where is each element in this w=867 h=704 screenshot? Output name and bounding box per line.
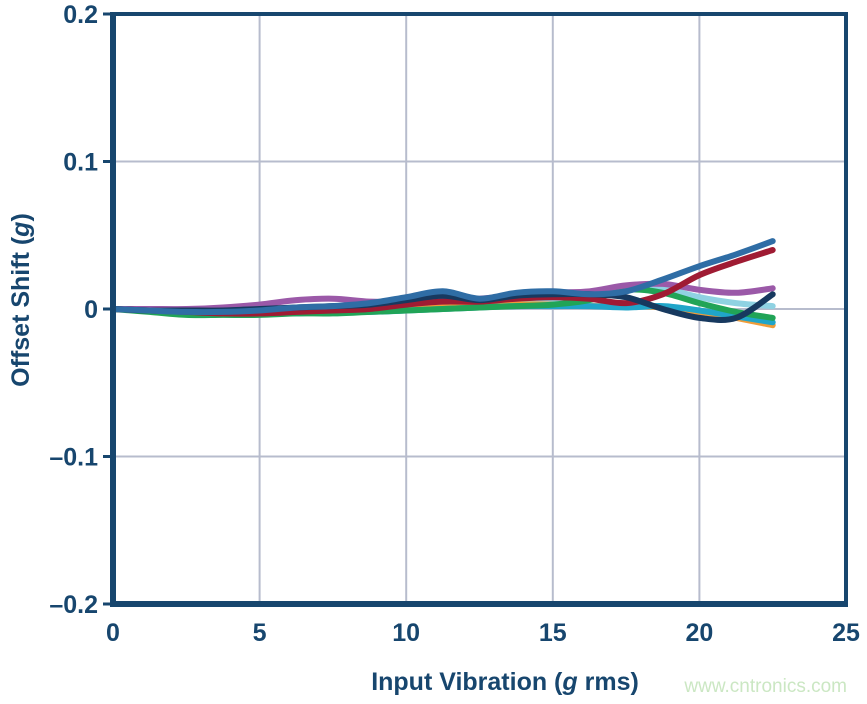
x-axis-title-italic-g: g (562, 668, 578, 696)
y-tick-label-0.2: 0.2 (63, 1, 98, 29)
x-tick-label-25: 25 (832, 619, 860, 647)
y-axis-title-close: ) (7, 213, 35, 222)
y-tick-label-–0.2: –0.2 (49, 591, 98, 619)
x-tick-label-5: 5 (253, 619, 267, 647)
x-axis-title-close: rms) (577, 668, 639, 696)
x-axis-title: Input Vibration (g rms) (371, 668, 639, 697)
series-line-unit-1-steel-blue (110, 238, 776, 316)
y-tick-label-–0.1: –0.1 (49, 444, 98, 472)
y-axis-title-text: Offset Shift ( (7, 236, 35, 387)
y-axis-title-italic-g: g (7, 221, 35, 237)
x-tick-label-0: 0 (106, 619, 120, 647)
x-tick-label-10: 10 (392, 619, 420, 647)
y-tick-label-0: 0 (84, 296, 98, 324)
watermark: www.cntronics.com (684, 676, 847, 697)
y-axis-title: Offset Shift (g) (7, 150, 37, 450)
x-axis-title-text: Input Vibration ( (371, 668, 563, 696)
x-tick-label-15: 15 (539, 619, 567, 647)
y-tick-label-0.1: 0.1 (63, 149, 98, 177)
x-tick-label-20: 20 (685, 619, 713, 647)
